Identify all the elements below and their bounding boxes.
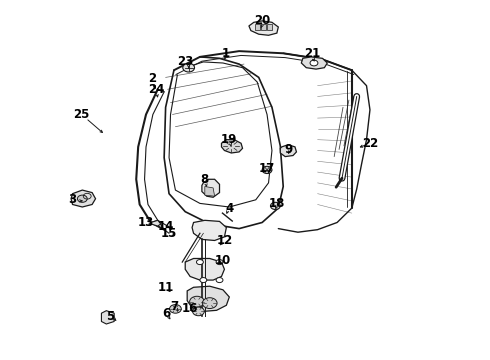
Circle shape <box>183 63 195 72</box>
Circle shape <box>77 195 87 202</box>
Polygon shape <box>301 57 327 69</box>
Polygon shape <box>261 24 266 30</box>
Text: 5: 5 <box>106 310 114 323</box>
Text: 20: 20 <box>254 14 270 27</box>
Text: 7: 7 <box>170 300 178 313</box>
Polygon shape <box>267 24 271 30</box>
Polygon shape <box>185 258 224 280</box>
Circle shape <box>170 305 181 313</box>
Polygon shape <box>187 286 229 311</box>
Text: 3: 3 <box>69 193 76 206</box>
Circle shape <box>200 278 207 283</box>
Circle shape <box>216 278 223 283</box>
Text: 13: 13 <box>138 216 154 229</box>
Text: 24: 24 <box>147 83 164 96</box>
Polygon shape <box>202 179 220 197</box>
Text: 9: 9 <box>284 143 292 156</box>
Text: 6: 6 <box>163 307 171 320</box>
Polygon shape <box>151 220 161 226</box>
Polygon shape <box>101 311 114 324</box>
Text: 10: 10 <box>215 255 231 267</box>
Polygon shape <box>192 220 226 240</box>
Text: 11: 11 <box>157 281 174 294</box>
Text: 14: 14 <box>157 220 174 233</box>
Polygon shape <box>205 186 215 196</box>
Text: 1: 1 <box>221 47 229 60</box>
Text: 12: 12 <box>216 234 233 247</box>
Text: 4: 4 <box>225 202 233 215</box>
Text: 8: 8 <box>201 173 209 186</box>
Text: 15: 15 <box>161 227 177 240</box>
Polygon shape <box>280 145 296 157</box>
Circle shape <box>216 260 223 265</box>
Text: 17: 17 <box>259 162 275 175</box>
Polygon shape <box>255 24 260 30</box>
Circle shape <box>190 296 204 307</box>
Polygon shape <box>71 190 96 207</box>
Circle shape <box>193 307 204 316</box>
Polygon shape <box>249 21 278 35</box>
Text: 22: 22 <box>362 137 378 150</box>
Circle shape <box>262 166 272 174</box>
Text: 16: 16 <box>182 302 198 315</box>
Text: 19: 19 <box>221 133 238 146</box>
Circle shape <box>202 298 217 309</box>
Text: 2: 2 <box>148 72 156 85</box>
Text: 18: 18 <box>269 197 285 210</box>
Text: 23: 23 <box>177 55 194 68</box>
Text: 21: 21 <box>304 47 321 60</box>
Text: 25: 25 <box>73 108 89 121</box>
Circle shape <box>196 260 203 265</box>
Circle shape <box>270 202 280 210</box>
Polygon shape <box>221 140 243 153</box>
Circle shape <box>310 60 318 66</box>
